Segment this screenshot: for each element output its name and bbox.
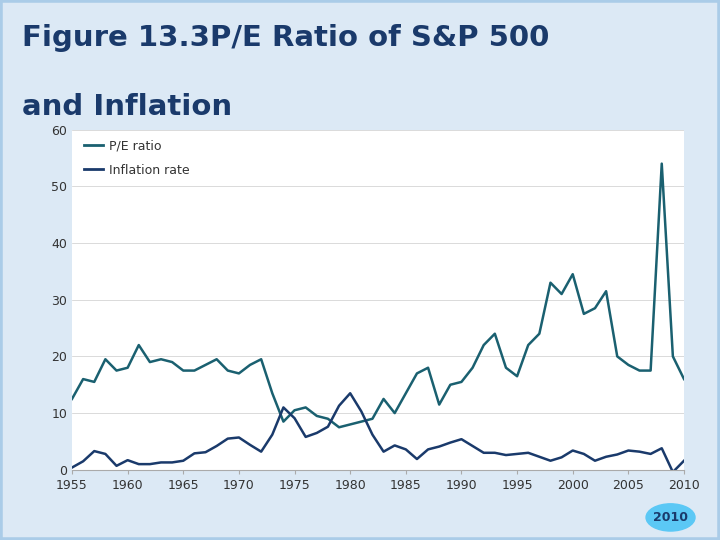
Text: Figure 13.3P/E Ratio of S&P 500: Figure 13.3P/E Ratio of S&P 500	[22, 24, 549, 52]
Legend: P/E ratio, Inflation rate: P/E ratio, Inflation rate	[84, 139, 190, 177]
Text: and Inflation: and Inflation	[22, 93, 232, 120]
Circle shape	[646, 504, 695, 531]
Text: 2010: 2010	[653, 511, 688, 524]
